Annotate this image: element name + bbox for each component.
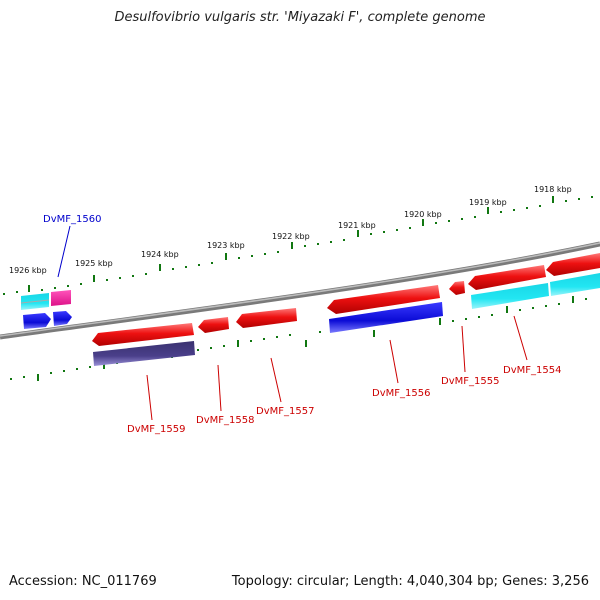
scale-label: 1921 kbp	[338, 221, 376, 230]
genome-backbone	[0, 241, 600, 340]
feature-cds-small-2	[53, 311, 72, 326]
scale-label: 1919 kbp	[469, 198, 507, 207]
feature-cds-1556	[329, 302, 443, 333]
gene-arrow-1557	[236, 308, 297, 328]
gene-label-1559: DvMF_1559	[127, 424, 185, 435]
label-leader-1559	[146, 374, 153, 421]
gene-arrow-1556	[327, 285, 440, 314]
feature-rna-left	[20, 293, 50, 310]
gene-label-1556: DvMF_1556	[372, 388, 430, 399]
map-title: Desulfovibrio vulgaris str. 'Miyazaki F'…	[114, 10, 486, 25]
scale-label: 1922 kbp	[272, 232, 310, 241]
label-leader-1558	[217, 364, 222, 412]
gene-arrow-1555	[449, 281, 465, 295]
feature-rna-1554	[471, 283, 549, 309]
label-leader-1557	[270, 357, 282, 403]
feature-misc-pink	[51, 290, 71, 306]
scale-label: 1923 kbp	[207, 241, 245, 250]
gene-arrow-1558	[198, 317, 229, 333]
scale-label: 1918 kbp	[534, 185, 572, 194]
gene-label-1560: DvMF_1560	[43, 214, 101, 225]
accession-text: Accession: NC_011769	[9, 574, 157, 589]
outer-scale-ticks	[3, 196, 593, 295]
gene-label-1554: DvMF_1554	[503, 365, 561, 376]
scale-label: 1924 kbp	[141, 250, 179, 259]
label-leader-1554	[513, 315, 528, 361]
scale-label: 1925 kbp	[75, 259, 113, 268]
genome-summary-text: Topology: circular; Length: 4,040,304 bp…	[231, 574, 589, 589]
scale-label: 1920 kbp	[404, 210, 442, 219]
gene-label-1558: DvMF_1558	[196, 415, 254, 426]
gene-arrow-next	[546, 253, 600, 276]
feature-purple-1559	[93, 341, 195, 366]
gene-arrow-1554	[468, 265, 546, 290]
label-leader-1555	[461, 325, 466, 373]
gene-label-1555: DvMF_1555	[441, 376, 499, 387]
feature-rna-next	[550, 273, 600, 296]
feature-cds-small-1	[23, 313, 51, 329]
scale-label: 1926 kbp	[9, 266, 47, 275]
label-leader-1560	[57, 225, 71, 278]
label-leader-1556	[389, 339, 399, 384]
gene-arrow-1559	[92, 323, 194, 346]
genome-backbone-highlight	[0, 242, 600, 337]
gene-label-1557: DvMF_1557	[256, 406, 314, 417]
